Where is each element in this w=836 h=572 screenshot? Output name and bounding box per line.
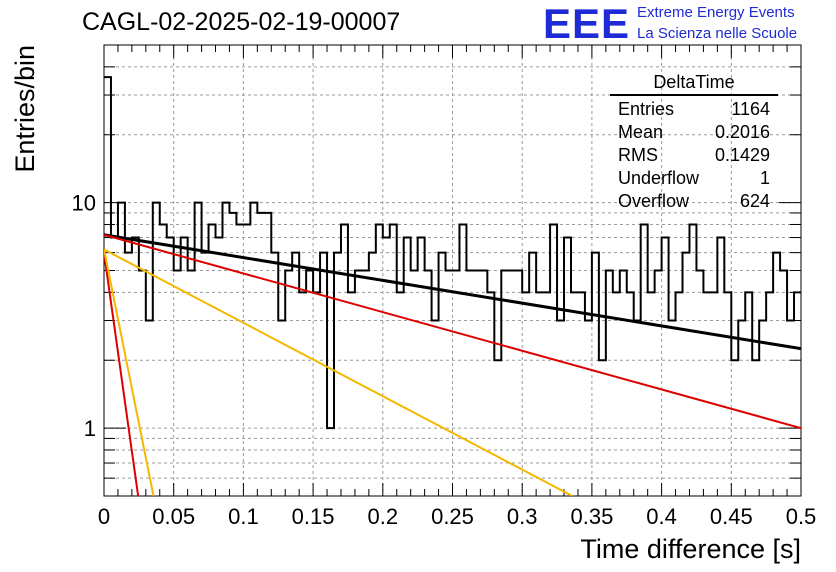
x-axis-label: Time difference [s] (580, 534, 801, 564)
stats-title: DeltaTime (610, 72, 778, 96)
fit-line-black (104, 233, 801, 351)
x-tick-label: 0.15 (292, 504, 335, 529)
fit-line-red (104, 233, 801, 430)
x-tick-label: 0.3 (507, 504, 538, 529)
x-tick-label: 0.2 (368, 504, 399, 529)
x-tick-label: 0.05 (152, 504, 195, 529)
fit-line-orange (104, 248, 573, 496)
stats-row-entries: Entries 1164 (618, 99, 770, 119)
x-tick-label: 0.4 (646, 504, 677, 529)
logo-line-2: La Scienza nelle Scuole (637, 25, 798, 42)
x-tick-label: 0.5 (786, 504, 817, 529)
fit-line-red (104, 252, 140, 496)
stats-box: DeltaTime Entries 1164 Mean 0.2016 RMS 0.14… (610, 72, 778, 213)
logo-line-1: Extreme Energy Events (637, 4, 795, 21)
x-tick-label: 0.45 (710, 504, 753, 529)
eee-logo: EEE (543, 0, 631, 47)
stats-row-overflow: Overflow 624 (618, 191, 770, 211)
x-tick-label: 0.25 (431, 504, 474, 529)
x-tick-label: 0.35 (570, 504, 613, 529)
x-tick-label: 0 (98, 504, 110, 529)
y-tick-label: 10 (72, 191, 96, 216)
stats-row-underflow: Underflow 1 (618, 168, 770, 188)
stats-row-mean: Mean 0.2016 (618, 122, 770, 142)
histogram-line (104, 76, 801, 430)
y-axis-label: Entries/bin (10, 45, 40, 173)
y-tick-label: 1 (84, 416, 96, 441)
run-title: CAGL-02-2025-02-19-00007 (82, 8, 401, 36)
x-tick-label: 0.1 (228, 504, 259, 529)
fit-line-orange (104, 249, 155, 496)
stats-row-rms: RMS 0.1429 (618, 145, 770, 165)
